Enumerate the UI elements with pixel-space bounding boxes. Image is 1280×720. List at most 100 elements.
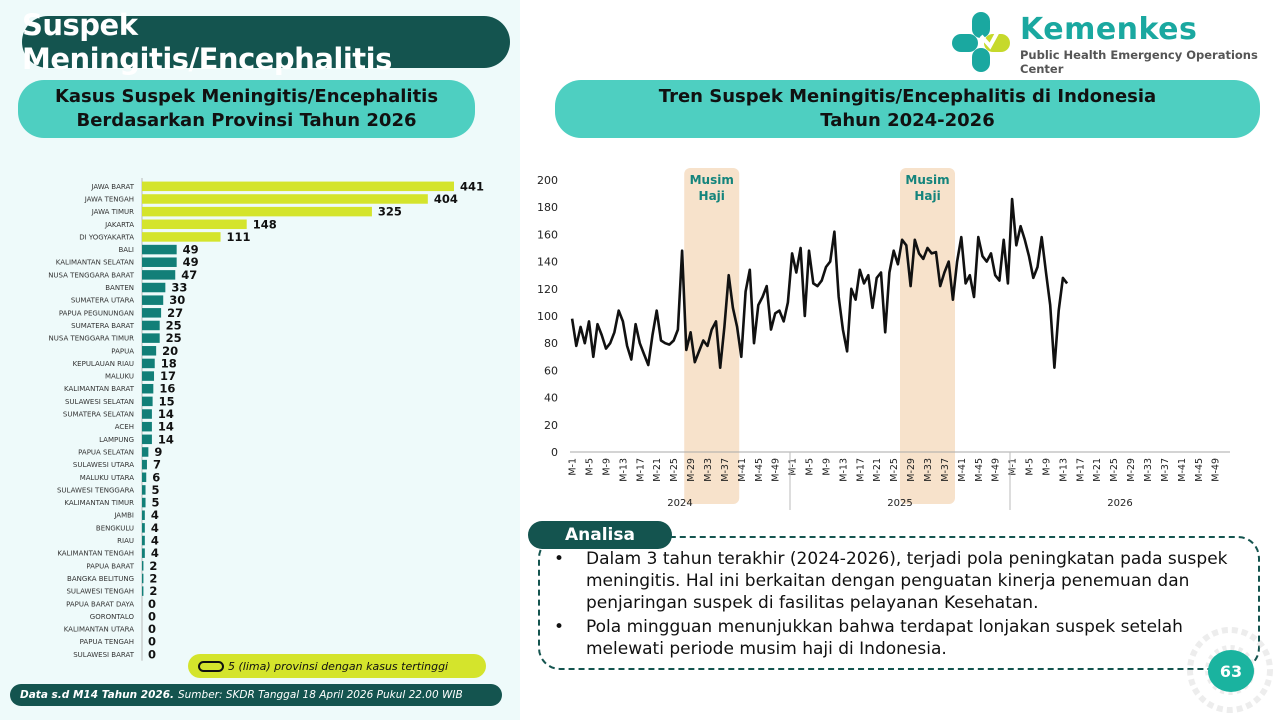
- bar-value-label: 25: [166, 331, 182, 345]
- y-tick-label: 40: [544, 392, 558, 405]
- bar-value-label: 14: [158, 407, 174, 421]
- bar-category-label: NUSA TENGGARA BARAT: [48, 271, 135, 279]
- y-tick-label: 180: [537, 201, 558, 214]
- band-label: Haji: [699, 189, 725, 203]
- x-tick-label: M-29: [1126, 458, 1137, 482]
- legend-text: 5 (lima) provinsi dengan kasus tertinggi: [228, 659, 449, 673]
- bar: [142, 548, 145, 558]
- y-tick-label: 200: [537, 174, 558, 187]
- bar-category-label: PAPUA: [111, 347, 134, 355]
- y-tick-label: 60: [544, 364, 558, 377]
- x-tick-label: M-17: [855, 458, 866, 482]
- x-tick-label: M-45: [754, 458, 765, 482]
- line-chart-title: Tren Suspek Meningitis/Encephalitis di I…: [555, 80, 1260, 138]
- legend-swatch: [198, 660, 224, 672]
- bar-value-label: 18: [161, 356, 177, 370]
- x-tick-label: M-49: [771, 458, 782, 482]
- x-tick-label: M-1: [788, 458, 799, 476]
- bar-value-label: 325: [378, 205, 402, 219]
- trend-line-chart: Musim Haji Musim Haji 0 20 40 60 80 100 120 140 160 1…: [537, 168, 1230, 510]
- bar-value-label: 14: [158, 420, 174, 434]
- bar: [142, 371, 155, 381]
- x-tick-label: M-9: [1041, 458, 1052, 476]
- bar-category-label: RIAU: [117, 537, 134, 545]
- bar-category-label: PAPUA BARAT: [86, 562, 134, 570]
- bar-value-label: 0: [148, 609, 156, 623]
- bar-value-label: 5: [152, 483, 160, 497]
- bar-value-label: 14: [158, 432, 174, 446]
- bar-category-label: SUMATERA BARAT: [71, 322, 135, 330]
- bar-category-label: ACEH: [115, 423, 134, 431]
- x-tick-label: M-9: [601, 458, 612, 476]
- y-tick-label: 20: [544, 419, 558, 432]
- x-tick-label: M-13: [838, 458, 849, 482]
- x-tick-label: M-21: [1092, 458, 1103, 482]
- bar: [142, 573, 144, 584]
- x-tick-label: M-33: [1143, 458, 1154, 482]
- x-tick-label: M-9: [821, 458, 832, 476]
- y-tick-label: 140: [537, 256, 558, 269]
- bar-category-label: SULAWESI TENGAH: [66, 588, 134, 596]
- bar: [142, 497, 146, 508]
- bar-category-label: JAMBI: [113, 512, 134, 520]
- year-label: 2025: [887, 498, 912, 509]
- year-label: 2024: [667, 498, 692, 509]
- bar-category-label: PAPUA PEGUNUNGAN: [59, 309, 134, 317]
- bar-value-label: 4: [151, 508, 159, 522]
- bar-category-label: KALIMANTAN BARAT: [64, 385, 135, 393]
- bar-value-label: 404: [434, 192, 458, 206]
- year-label: 2026: [1107, 498, 1132, 509]
- logo-name: Kemenkes: [1020, 12, 1198, 47]
- x-tick-label: M-13: [618, 458, 629, 482]
- bar-category-label: BANTEN: [105, 284, 134, 292]
- bar-category-label: KALIMANTAN TIMUR: [64, 499, 134, 507]
- bar: [142, 346, 157, 356]
- bar-value-label: 2: [149, 571, 157, 585]
- x-tick-label: M-5: [585, 458, 596, 476]
- x-tick-label: M-37: [720, 458, 731, 482]
- analysis-bullet: Pola mingguan menunjukkan bahwa terdapat…: [552, 616, 1232, 660]
- x-tick-label: M-25: [1109, 458, 1120, 482]
- bar-category-label: PAPUA TENGAH: [80, 638, 134, 646]
- bar: [142, 586, 144, 596]
- line-chart-title-line2: Tahun 2024-2026: [820, 110, 995, 131]
- bar-value-label: 4: [151, 534, 159, 548]
- bar: [142, 232, 221, 242]
- bar-category-label: SUMATERA UTARA: [71, 297, 134, 305]
- x-tick-label: M-17: [635, 458, 646, 482]
- x-tick-label: M-33: [703, 458, 714, 482]
- x-tick-label: M-13: [1058, 458, 1069, 482]
- bar: [142, 535, 145, 546]
- analysis-bullet: Dalam 3 tahun terakhir (2024-2026), terj…: [552, 548, 1232, 614]
- bar-value-label: 0: [148, 597, 156, 611]
- bar-category-label: JAWA BARAT: [90, 183, 134, 191]
- bar: [142, 320, 160, 331]
- x-tick-label: M-41: [1177, 458, 1188, 482]
- band-label: Musim: [690, 173, 734, 187]
- bar-value-label: 27: [167, 306, 183, 320]
- bar: [142, 421, 152, 432]
- bar: [142, 181, 454, 192]
- bar-category-label: KALIMANTAN UTARA: [64, 626, 134, 634]
- x-tick-label: M-25: [889, 458, 900, 482]
- x-tick-label: M-29: [906, 458, 917, 482]
- bar-value-label: 7: [153, 458, 161, 472]
- bar: [142, 383, 154, 394]
- bar-value-label: 25: [166, 318, 182, 332]
- x-tick-label: M-41: [737, 458, 748, 482]
- x-tick-label: M-21: [872, 458, 883, 482]
- footer-data-note: Data s.d M14 Tahun 2026.: [20, 689, 174, 701]
- bar-category-label: PAPUA SELATAN: [78, 448, 134, 456]
- bar-value-label: 4: [151, 521, 159, 535]
- x-tick-label: M-29: [686, 458, 697, 482]
- bar-category-label: BENGKULU: [96, 524, 134, 532]
- bar-category-label: DI YOGYAKARTA: [79, 233, 134, 241]
- x-tick-label: M-37: [940, 458, 951, 482]
- x-tick-label: M-21: [652, 458, 663, 482]
- musim-haji-band: [900, 168, 955, 504]
- x-tick-label: M-5: [805, 458, 816, 476]
- bar-value-label: 16: [159, 382, 175, 396]
- bar: [142, 434, 152, 445]
- bar-value-label: 4: [151, 546, 159, 560]
- analysis-label: Analisa: [528, 521, 672, 549]
